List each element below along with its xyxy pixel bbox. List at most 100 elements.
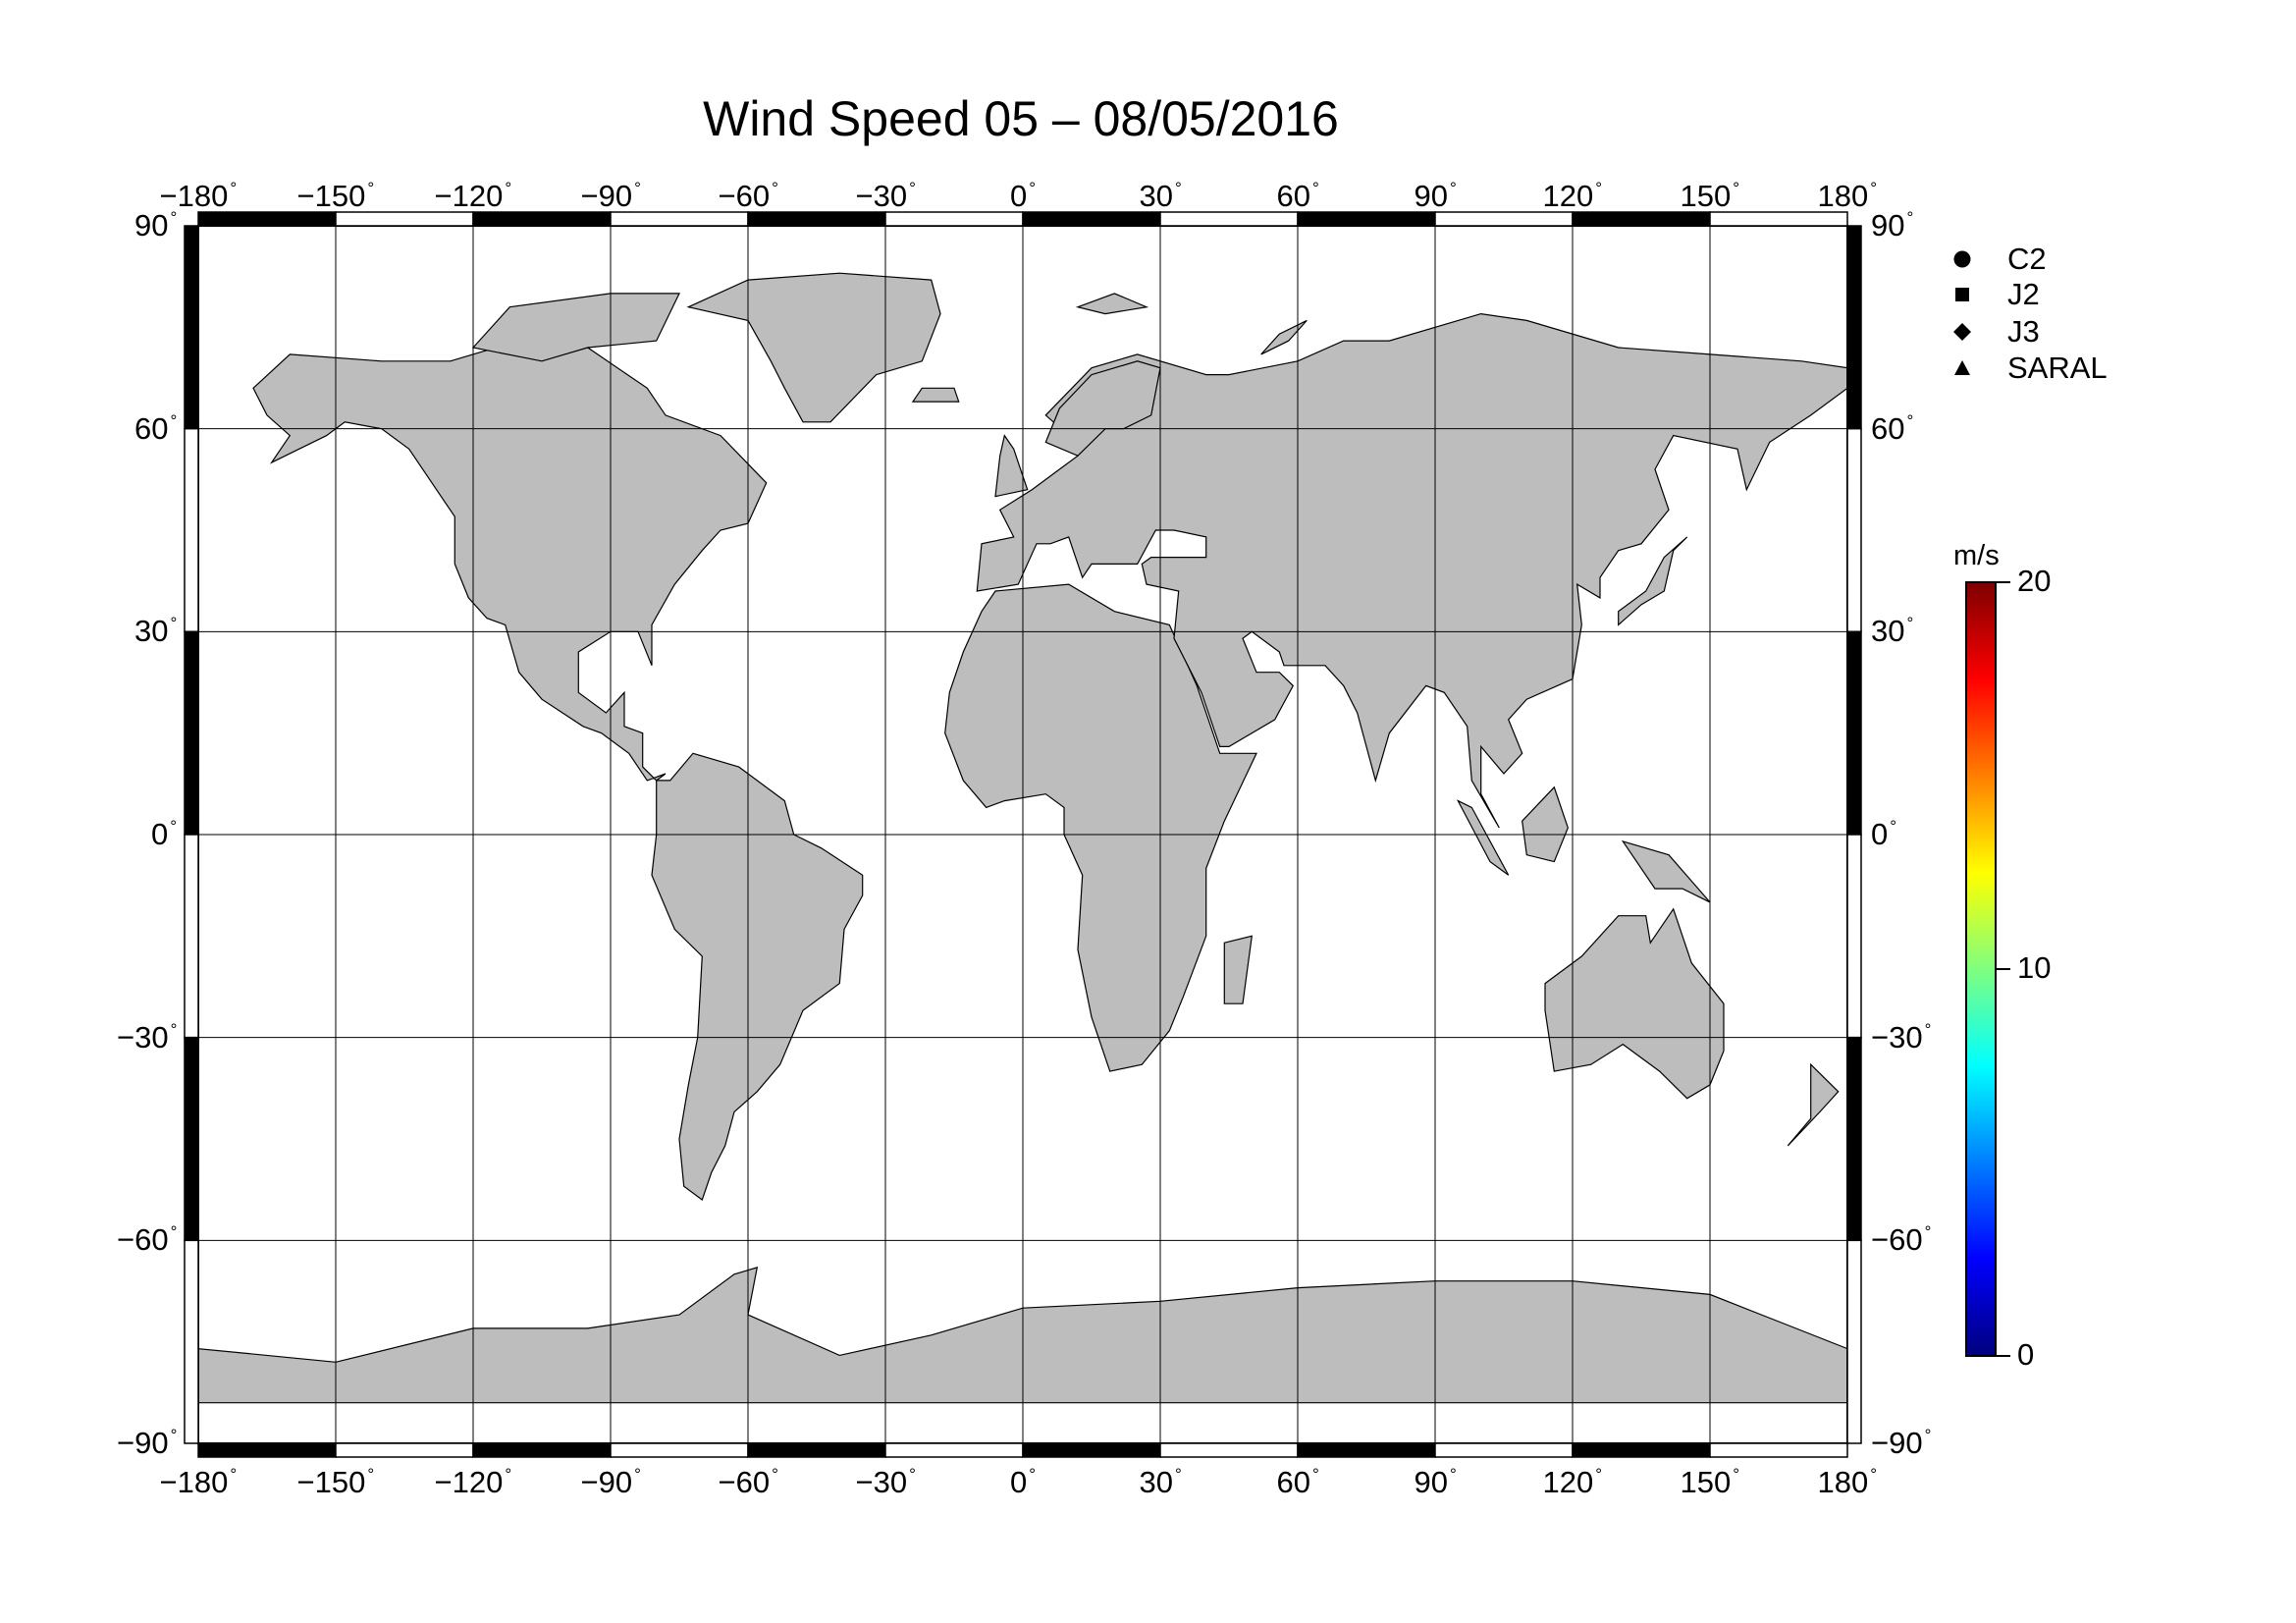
colorbar-tick-min (1997, 1355, 2010, 1357)
right-latitude-tick-label: 0 ° (1871, 817, 1897, 851)
left-latitude-tick-label: −90 ° (117, 1426, 178, 1460)
left-frame-segment (184, 225, 199, 430)
new-guinea-landmass (1621, 839, 1711, 903)
greenland-landmass (686, 272, 941, 423)
bottom-longitude-tick-label: 180 ° (1817, 1465, 1878, 1499)
bottom-frame-segment (1297, 1442, 1436, 1458)
right-frame-segment (1846, 427, 1862, 633)
map-title: Wind Speed 05 – 08/05/2016 (703, 91, 1339, 146)
right-latitude-tick-label: 90 ° (1871, 208, 1914, 243)
top-longitude-tick-label: 150 ° (1680, 179, 1740, 213)
iceland-landmass (911, 387, 960, 403)
bottom-longitude-tick-label: −120 ° (434, 1465, 512, 1499)
top-frame-segment (1572, 211, 1711, 227)
bottom-longitude-tick-label: 150 ° (1680, 1465, 1740, 1499)
top-frame-segment (884, 211, 1024, 227)
top-frame-segment (1022, 211, 1161, 227)
right-latitude-tick-label: −60 ° (1871, 1222, 1932, 1258)
circle-marker-icon (1953, 250, 1971, 268)
australia-landmass (1544, 907, 1725, 1100)
legend-label: J3 (2007, 314, 2040, 349)
left-frame-segment (184, 1036, 199, 1242)
bottom-frame-segment (747, 1442, 886, 1458)
right-frame-segment (1846, 630, 1862, 836)
bottom-frame-segment (335, 1442, 474, 1458)
legend-label: C2 (2007, 242, 2047, 276)
bottom-longitude-tick-label: −180 ° (159, 1465, 238, 1499)
british-isles-landmass (994, 434, 1029, 498)
top-longitude-tick-label: 180 ° (1817, 179, 1878, 213)
bottom-frame-segment (1434, 1442, 1574, 1458)
top-frame-segment (1434, 211, 1574, 227)
bottom-longitude-tick-label: 90 ° (1414, 1465, 1457, 1499)
top-longitude-tick-label: 90 ° (1414, 179, 1457, 213)
top-frame-segment (472, 211, 612, 227)
right-frame-segment (1846, 1036, 1862, 1242)
top-longitude-tick-label: −150 ° (296, 179, 375, 213)
bottom-frame-segment (610, 1442, 749, 1458)
colorbar-tick-mid (1997, 968, 2010, 970)
madagascar-landmass (1223, 935, 1254, 1004)
right-frame-segment (1846, 834, 1862, 1039)
left-frame-segment (184, 427, 199, 633)
colorbar-unit: m/s (1953, 540, 2000, 571)
top-frame-segment (610, 211, 749, 227)
right-frame-segment (1846, 1239, 1862, 1444)
canadian-arctic-islands-landmass (471, 293, 680, 362)
top-longitude-tick-label: −180 ° (159, 179, 238, 213)
top-longitude-tick-label: −120 ° (434, 179, 512, 213)
triangle-marker-icon (1953, 359, 1971, 377)
top-longitude-tick-label: −60 ° (718, 179, 778, 213)
svalbard-landmass (1075, 293, 1149, 315)
left-latitude-tick-label: 0 ° (151, 817, 178, 851)
sumatra-landmass (1456, 799, 1510, 876)
colorbar-label-mid: 10 (2017, 950, 2052, 985)
top-frame-segment (747, 211, 886, 227)
colorbar-label-max: 20 (2017, 564, 2052, 598)
legend-label: SARAL (2007, 351, 2108, 385)
diamond-marker-icon (1953, 323, 1971, 341)
bottom-frame-segment (1022, 1442, 1161, 1458)
novaya-zemlya-landmass (1260, 319, 1308, 355)
top-frame-segment (197, 211, 337, 227)
top-frame-segment (1297, 211, 1436, 227)
right-latitude-tick-label: −30 ° (1871, 1019, 1932, 1055)
colorbar-tick-max (1997, 581, 2010, 583)
top-longitude-tick-label: 0 ° (1010, 179, 1037, 213)
bottom-longitude-tick-label: 30 ° (1139, 1465, 1182, 1499)
bottom-longitude-tick-label: 120 ° (1542, 1465, 1603, 1499)
top-longitude-tick-label: 60 ° (1276, 179, 1319, 213)
left-frame-segment (184, 630, 199, 836)
right-frame-segment (1846, 225, 1862, 430)
right-latitude-tick-label: 60 ° (1871, 410, 1914, 446)
top-longitude-tick-label: 30 ° (1139, 179, 1182, 213)
new-zealand-landmass (1787, 1062, 1840, 1147)
bottom-longitude-tick-label: 60 ° (1276, 1465, 1319, 1499)
square-marker-icon (1953, 286, 1971, 303)
left-latitude-tick-label: 90 ° (134, 208, 178, 243)
bottom-frame-segment (1709, 1442, 1848, 1458)
eurasia-landmass (976, 312, 1848, 829)
bottom-frame-segment (1159, 1442, 1299, 1458)
bottom-longitude-tick-label: −90 ° (580, 1465, 641, 1499)
top-longitude-tick-label: 120 ° (1542, 179, 1603, 213)
colorbar-label-min: 0 (2017, 1337, 2035, 1372)
bottom-frame-segment (884, 1442, 1024, 1458)
scandinavia-landmass (1044, 360, 1161, 457)
bottom-longitude-tick-label: −150 ° (296, 1465, 375, 1499)
left-frame-segment (184, 834, 199, 1039)
bottom-longitude-tick-label: −60 ° (718, 1465, 778, 1499)
bottom-frame-segment (1572, 1442, 1711, 1458)
japan-landmass (1618, 536, 1688, 626)
left-latitude-tick-label: 30 ° (134, 614, 178, 649)
top-frame-segment (335, 211, 474, 227)
bottom-frame-segment (197, 1442, 337, 1458)
legend-label: J2 (2007, 277, 2040, 311)
bottom-longitude-tick-label: −30 ° (855, 1465, 916, 1499)
left-latitude-tick-label: 60 ° (134, 410, 178, 446)
top-frame-segment (1709, 211, 1848, 227)
top-longitude-tick-label: −90 ° (580, 179, 641, 213)
borneo-landmass (1522, 785, 1569, 863)
